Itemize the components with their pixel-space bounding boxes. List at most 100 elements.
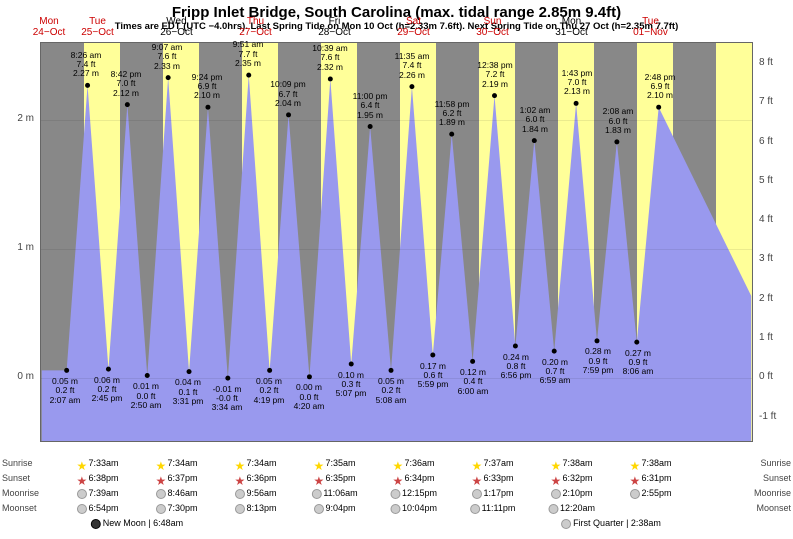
moon-phase-row: New Moon | 6:48am First Quarter | 2:38am: [40, 518, 753, 533]
moonrise-icon: [76, 489, 86, 499]
moonrise-icon: [155, 489, 165, 499]
tide-svg: [41, 43, 752, 441]
sunset-icon: ★: [629, 474, 639, 484]
sunrise-label-right: Sunrise: [760, 458, 791, 468]
date-header: Fri28−Oct: [318, 16, 351, 38]
tide-chart: Fripp Inlet Bridge, South Carolina (max.…: [0, 0, 793, 539]
tide-point: [614, 139, 619, 144]
tide-point: [409, 84, 414, 89]
tide-point: [430, 352, 435, 357]
moonset-item: 12:20am: [548, 503, 595, 514]
ytick-ft: 2 ft: [759, 293, 773, 304]
tide-point: [106, 367, 111, 372]
tide-point: [64, 368, 69, 373]
moonrise-icon: [234, 489, 244, 499]
sunrise-item: ★7:38am: [550, 458, 592, 469]
moonset-icon: [155, 504, 165, 514]
tide-point: [449, 132, 454, 137]
ytick-ft: 6 ft: [759, 136, 773, 147]
sunrise-icon: ★: [471, 459, 481, 469]
sunrise-item: ★7:37am: [471, 458, 513, 469]
tide-point: [634, 340, 639, 345]
tide-point: [492, 93, 497, 98]
moon-phase: New Moon | 6:48am: [91, 518, 183, 529]
sunrise-item: ★7:34am: [155, 458, 197, 469]
sunset-item: ★6:35pm: [313, 473, 355, 484]
moonset-icon: [390, 504, 400, 514]
tide-point: [349, 361, 354, 366]
moon-phase-icon: [561, 519, 571, 529]
moonrise-item: 2:55pm: [629, 488, 671, 499]
moonrise-item: 7:39am: [76, 488, 118, 499]
sunset-item: ★6:31pm: [629, 473, 671, 484]
moonset-item: 8:13pm: [234, 503, 276, 514]
y-axis-left: 0 m1 m2 m: [0, 42, 38, 442]
tide-point: [328, 76, 333, 81]
tide-point: [532, 138, 537, 143]
sunset-item: ★6:34pm: [392, 473, 434, 484]
tide-point: [595, 338, 600, 343]
sunset-item: ★6:38pm: [76, 473, 118, 484]
tide-point: [125, 102, 130, 107]
tide-point: [166, 75, 171, 80]
moonset-label-left: Moonset: [2, 503, 37, 513]
tide-point: [470, 359, 475, 364]
moonset-row: Moonset Moonset 6:54pm7:30pm8:13pm9:04pm…: [40, 503, 753, 518]
sunrise-row: Sunrise Sunrise ★7:33am★7:34am★7:34am★7:…: [40, 458, 753, 473]
tide-point: [205, 105, 210, 110]
sunset-label-right: Sunset: [763, 473, 791, 483]
sunrise-item: ★7:38am: [629, 458, 671, 469]
date-header: Sat29−Oct: [397, 16, 430, 38]
moonrise-item: 9:56am: [234, 488, 276, 499]
tide-point: [513, 344, 518, 349]
sunset-label-left: Sunset: [2, 473, 30, 483]
ytick-ft: 4 ft: [759, 214, 773, 225]
moonset-icon: [313, 504, 323, 514]
sunset-icon: ★: [392, 474, 402, 484]
moon-phase: First Quarter | 2:38am: [561, 518, 661, 529]
sunrise-icon: ★: [313, 459, 323, 469]
y-axis-right: -1 ft0 ft1 ft2 ft3 ft4 ft5 ft6 ft7 ft8 f…: [755, 42, 793, 442]
ytick-ft: 0 ft: [759, 371, 773, 382]
ytick-m: 0 m: [17, 371, 34, 382]
date-header: Tue01−Nov: [633, 16, 668, 38]
tide-point: [656, 105, 661, 110]
sunrise-icon: ★: [234, 459, 244, 469]
ytick-ft: 8 ft: [759, 57, 773, 68]
tide-point: [85, 83, 90, 88]
sunset-row: Sunset Sunset ★6:38pm★6:37pm★6:36pm★6:35…: [40, 473, 753, 488]
sunset-icon: ★: [550, 474, 560, 484]
moonset-item: 7:30pm: [155, 503, 197, 514]
ytick-ft: -1 ft: [759, 411, 776, 422]
moonrise-item: 11:06am: [311, 488, 357, 499]
moonrise-label-left: Moonrise: [2, 488, 39, 498]
sunset-icon: ★: [234, 474, 244, 484]
tide-point: [246, 73, 251, 78]
sunrise-icon: ★: [155, 459, 165, 469]
tide-point: [187, 369, 192, 374]
gridline: [41, 378, 752, 379]
sunrise-icon: ★: [392, 459, 402, 469]
sunrise-item: ★7:33am: [76, 458, 118, 469]
moonrise-item: 8:46am: [155, 488, 197, 499]
sunrise-icon: ★: [76, 459, 86, 469]
tide-polygon: [42, 75, 751, 441]
moonset-icon: [470, 504, 480, 514]
moonrise-item: 1:17pm: [471, 488, 513, 499]
sunrise-item: ★7:35am: [313, 458, 355, 469]
ytick-ft: 3 ft: [759, 253, 773, 264]
astronomy-rows: Sunrise Sunrise ★7:33am★7:34am★7:34am★7:…: [40, 458, 753, 533]
date-header: Wed26−Oct: [160, 16, 193, 38]
sunrise-icon: ★: [550, 459, 560, 469]
date-header: Thu27−Oct: [239, 16, 272, 38]
moonrise-label-right: Moonrise: [754, 488, 791, 498]
moonrise-icon: [629, 489, 639, 499]
sunset-icon: ★: [76, 474, 86, 484]
ytick-ft: 7 ft: [759, 96, 773, 107]
tide-point: [389, 368, 394, 373]
moon-phase-icon: [91, 519, 101, 529]
moonset-label-right: Moonset: [756, 503, 791, 513]
sunset-icon: ★: [471, 474, 481, 484]
moonset-icon: [234, 504, 244, 514]
tide-point: [145, 373, 150, 378]
